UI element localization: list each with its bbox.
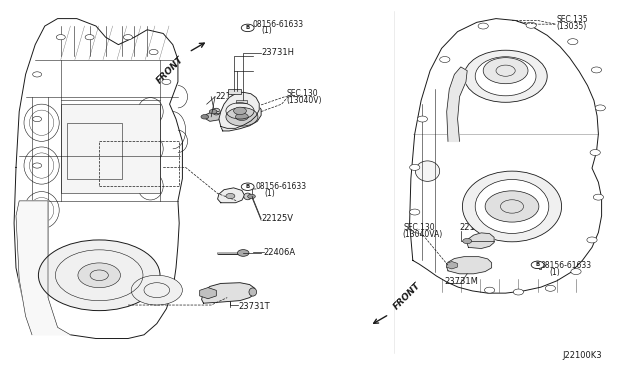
Text: SEC.135: SEC.135 [557,15,588,24]
Text: SEC.130: SEC.130 [287,89,318,98]
Circle shape [85,35,94,40]
Ellipse shape [249,288,257,296]
Circle shape [209,109,217,114]
Circle shape [226,193,235,199]
Polygon shape [219,92,259,128]
Polygon shape [206,112,219,121]
Polygon shape [16,201,70,335]
Circle shape [571,269,581,275]
Circle shape [38,240,160,311]
Circle shape [56,35,65,40]
Circle shape [201,115,209,119]
Circle shape [587,237,597,243]
Circle shape [513,289,524,295]
Bar [228,89,241,94]
Circle shape [234,107,246,115]
Circle shape [531,261,544,269]
Text: B: B [246,184,250,189]
Text: 22406A: 22406A [264,248,296,257]
Text: B: B [536,262,540,267]
Circle shape [78,263,120,288]
Circle shape [478,23,488,29]
Circle shape [463,238,472,244]
Circle shape [595,105,605,111]
Circle shape [131,275,182,305]
Text: 22100E: 22100E [460,223,491,232]
Circle shape [33,116,42,122]
Text: (1): (1) [264,189,275,198]
Ellipse shape [533,261,542,269]
Circle shape [591,67,602,73]
Ellipse shape [244,193,252,200]
Ellipse shape [475,180,548,234]
Text: 08156-61633: 08156-61633 [256,182,307,191]
Bar [99,141,179,186]
Text: B: B [246,25,250,31]
Text: SEC.130: SEC.130 [403,223,435,232]
Polygon shape [14,19,182,339]
Polygon shape [221,103,261,131]
Circle shape [162,79,171,84]
Circle shape [545,285,556,291]
Circle shape [485,191,539,222]
Polygon shape [202,283,255,303]
Circle shape [241,183,254,190]
Text: 22100E: 22100E [215,92,246,101]
Circle shape [236,113,248,121]
Polygon shape [447,67,467,141]
Text: (1): (1) [261,26,272,35]
Text: 23731H: 23731H [261,48,294,57]
Bar [236,100,247,103]
Bar [61,104,160,193]
Text: 23731M: 23731M [445,278,479,286]
Ellipse shape [212,108,220,115]
Circle shape [33,72,42,77]
Text: FRONT: FRONT [392,281,423,311]
Text: 08156-61633: 08156-61633 [541,262,592,270]
Ellipse shape [462,171,562,242]
Text: 08156-61633: 08156-61633 [253,20,304,29]
Circle shape [538,263,545,268]
Circle shape [568,39,578,45]
Circle shape [410,209,420,215]
Polygon shape [447,257,492,274]
Circle shape [483,58,528,84]
Circle shape [226,108,258,126]
Circle shape [590,150,600,155]
Circle shape [484,287,495,293]
Circle shape [526,22,536,28]
Ellipse shape [464,50,547,102]
Ellipse shape [415,161,440,182]
Circle shape [124,35,132,40]
Text: (13035): (13035) [557,22,587,31]
Text: FRONT: FRONT [155,55,186,86]
Polygon shape [218,188,244,203]
Circle shape [248,194,255,199]
Circle shape [237,250,249,256]
Circle shape [410,164,420,170]
Circle shape [440,57,450,62]
Circle shape [241,24,254,32]
Text: 23731T: 23731T [238,302,269,311]
Bar [67,123,122,179]
Polygon shape [467,233,494,248]
Circle shape [593,194,604,200]
Text: (13040VA): (13040VA) [402,230,442,239]
Text: (13040V): (13040V) [287,96,322,105]
Text: J22100K3: J22100K3 [562,351,602,360]
Ellipse shape [476,57,536,96]
Circle shape [33,163,42,168]
Circle shape [149,49,158,55]
Polygon shape [410,19,602,293]
Circle shape [417,116,428,122]
Text: (1): (1) [549,268,560,277]
Text: 22125V: 22125V [261,214,293,223]
